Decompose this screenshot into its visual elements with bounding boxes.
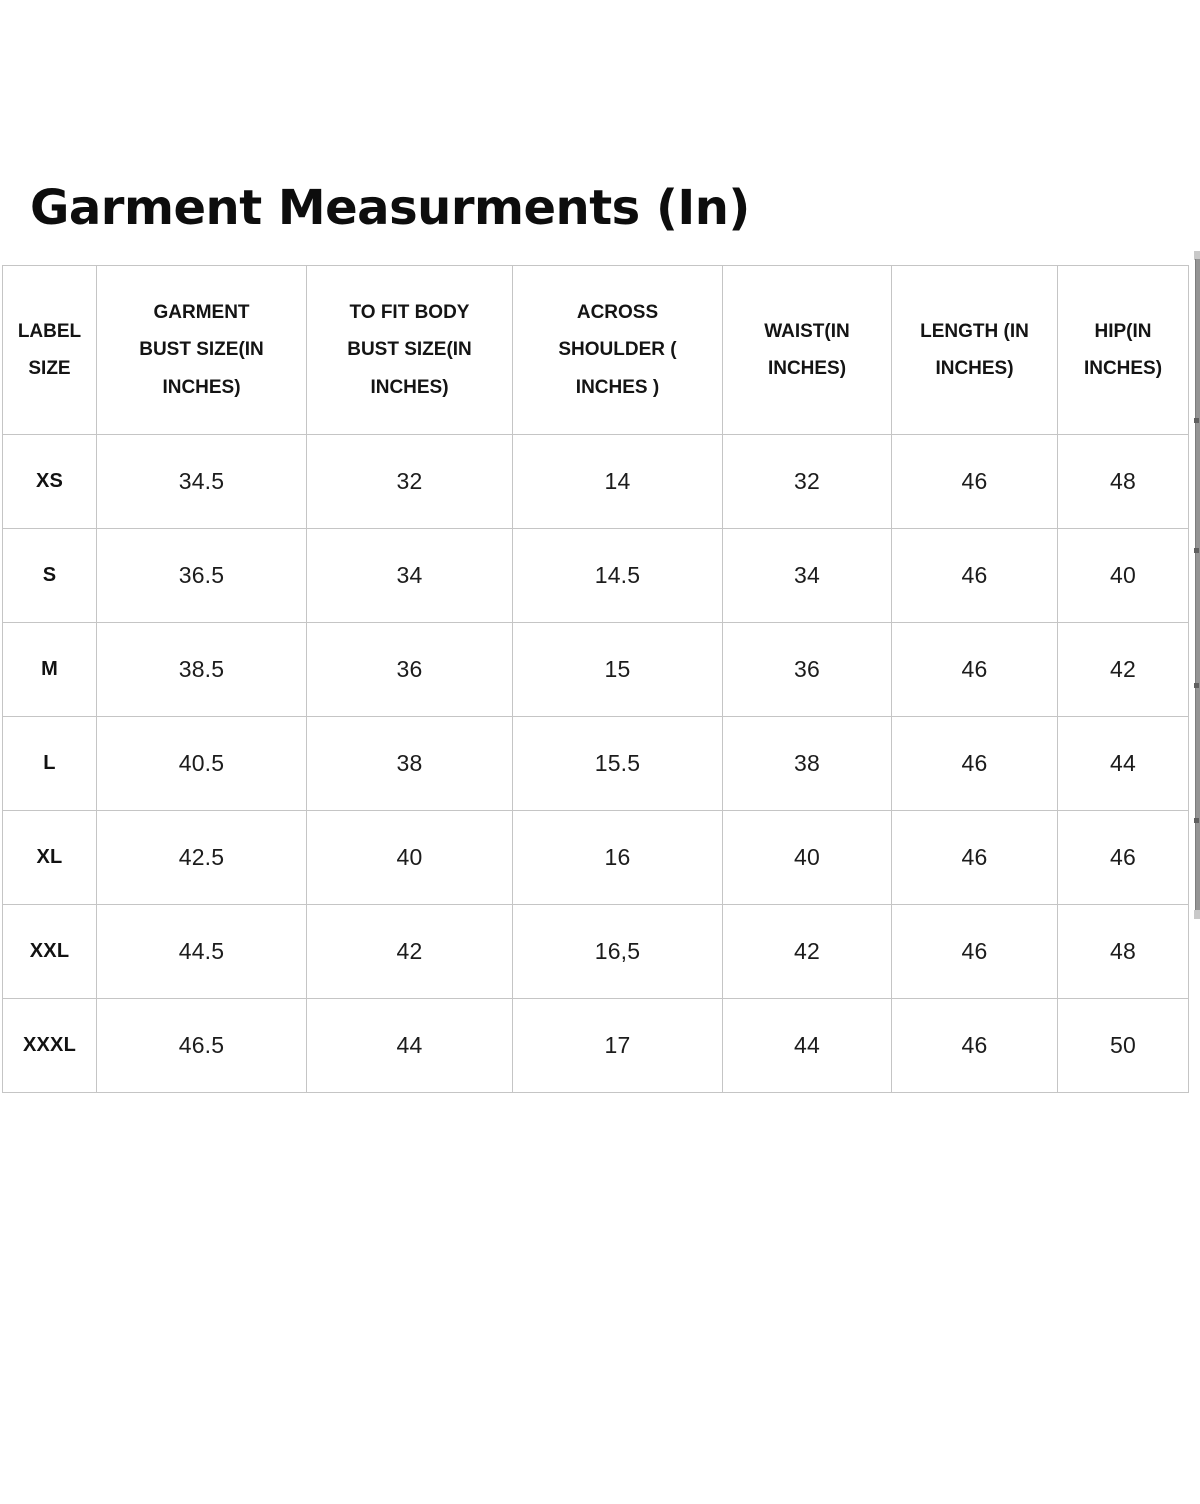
measurement-cell: 46 (891, 716, 1058, 811)
measurement-cell: 16,5 (512, 904, 723, 999)
scrollbar-notch (1194, 548, 1199, 553)
measurement-cell: 46 (891, 434, 1058, 529)
scrollbar-notch (1194, 683, 1199, 688)
measurement-cell: 15 (512, 622, 723, 717)
measurement-cell: 46 (891, 528, 1058, 623)
measurement-cell: 38.5 (96, 622, 307, 717)
column-header-shoulder: ACROSS SHOULDER ( INCHES ) (512, 265, 723, 435)
size-chart-table: LABEL SIZE GARMENT BUST SIZE(IN INCHES) … (2, 265, 1189, 1093)
column-header-garment-bust: GARMENT BUST SIZE(IN INCHES) (96, 265, 307, 435)
table-row: XXXL 46.5 44 17 44 46 50 (2, 998, 1189, 1093)
measurement-cell: 32 (306, 434, 513, 529)
size-label-cell: XS (2, 434, 97, 529)
measurement-cell: 48 (1057, 434, 1189, 529)
scrollbar-notch (1194, 818, 1199, 823)
measurement-cell: 46 (891, 998, 1058, 1093)
column-header-hip: HIP(IN INCHES) (1057, 265, 1189, 435)
measurement-cell: 34 (306, 528, 513, 623)
size-label-cell: S (2, 528, 97, 623)
scrollbar-thumb[interactable] (1195, 259, 1200, 911)
measurement-cell: 36.5 (96, 528, 307, 623)
measurement-cell: 17 (512, 998, 723, 1093)
measurement-cell: 44 (722, 998, 892, 1093)
measurement-cell: 40.5 (96, 716, 307, 811)
column-header-length: LENGTH (IN INCHES) (891, 265, 1058, 435)
scrollbar-bottom-cap (1194, 910, 1200, 919)
measurement-cell: 36 (306, 622, 513, 717)
table-row: XL 42.5 40 16 40 46 46 (2, 810, 1189, 905)
measurement-cell: 42 (306, 904, 513, 999)
size-label-cell: XL (2, 810, 97, 905)
table-header-row: LABEL SIZE GARMENT BUST SIZE(IN INCHES) … (2, 265, 1189, 435)
size-label-cell: XXXL (2, 998, 97, 1093)
measurement-cell: 34.5 (96, 434, 307, 529)
measurement-cell: 36 (722, 622, 892, 717)
measurement-cell: 44.5 (96, 904, 307, 999)
measurement-cell: 14.5 (512, 528, 723, 623)
table-row: S 36.5 34 14.5 34 46 40 (2, 528, 1189, 623)
size-label-cell: M (2, 622, 97, 717)
size-label-cell: XXL (2, 904, 97, 999)
table-row: XS 34.5 32 14 32 46 48 (2, 434, 1189, 529)
measurement-cell: 46 (891, 810, 1058, 905)
table-body: XS 34.5 32 14 32 46 48 S 36.5 34 14.5 34 46 40 M 38.5 36… (2, 434, 1189, 1093)
measurement-cell: 40 (1057, 528, 1189, 623)
measurement-cell: 14 (512, 434, 723, 529)
size-chart: LABEL SIZE GARMENT BUST SIZE(IN INCHES) … (2, 265, 1189, 1093)
measurement-cell: 50 (1057, 998, 1189, 1093)
measurement-cell: 32 (722, 434, 892, 529)
measurement-cell: 16 (512, 810, 723, 905)
measurement-cell: 46 (1057, 810, 1189, 905)
measurement-cell: 42.5 (96, 810, 307, 905)
scrollbar-top-cap (1194, 251, 1200, 260)
measurement-cell: 38 (306, 716, 513, 811)
measurement-cell: 48 (1057, 904, 1189, 999)
table-row: XXL 44.5 42 16,5 42 46 48 (2, 904, 1189, 999)
measurement-cell: 44 (1057, 716, 1189, 811)
measurement-cell: 15.5 (512, 716, 723, 811)
measurement-cell: 46 (891, 622, 1058, 717)
measurement-cell: 34 (722, 528, 892, 623)
page-title: Garment Measurments (In) (30, 180, 750, 236)
measurement-cell: 42 (722, 904, 892, 999)
vertical-scrollbar[interactable] (1194, 251, 1200, 919)
measurement-cell: 42 (1057, 622, 1189, 717)
measurement-cell: 46.5 (96, 998, 307, 1093)
column-header-label-size: LABEL SIZE (2, 265, 97, 435)
column-header-waist: WAIST(IN INCHES) (722, 265, 892, 435)
measurement-cell: 44 (306, 998, 513, 1093)
measurement-cell: 40 (722, 810, 892, 905)
measurement-cell: 38 (722, 716, 892, 811)
column-header-body-bust: TO FIT BODY BUST SIZE(IN INCHES) (306, 265, 513, 435)
table-row: L 40.5 38 15.5 38 46 44 (2, 716, 1189, 811)
measurement-cell: 40 (306, 810, 513, 905)
measurement-cell: 46 (891, 904, 1058, 999)
scrollbar-notch (1194, 418, 1199, 423)
size-label-cell: L (2, 716, 97, 811)
table-row: M 38.5 36 15 36 46 42 (2, 622, 1189, 717)
